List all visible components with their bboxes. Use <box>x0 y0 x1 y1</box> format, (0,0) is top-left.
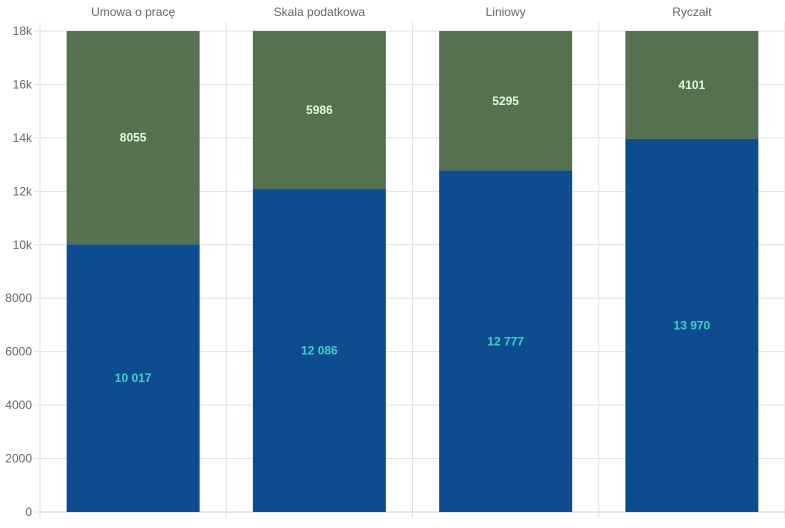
bar-segment <box>66 31 200 245</box>
bar-segment <box>66 244 200 513</box>
y-tick-label: 10k <box>13 238 33 252</box>
data-label: 5986 <box>306 103 333 117</box>
bar-segment <box>439 31 573 171</box>
y-tick-label: 0 <box>25 505 32 519</box>
data-label: 10 017 <box>115 371 152 385</box>
bar-segment <box>252 189 386 512</box>
category-label: Liniowy <box>486 5 526 19</box>
bar-segment <box>625 138 759 512</box>
y-tick-label: 18k <box>13 24 33 38</box>
data-label: 12 777 <box>487 334 524 348</box>
data-label: 12 086 <box>301 344 338 358</box>
y-tick-label: 8000 <box>5 291 32 305</box>
category-label: Umowa o pracę <box>91 5 175 19</box>
bar-segment <box>252 31 386 190</box>
data-label: 5295 <box>492 94 519 108</box>
y-tick-label: 16k <box>13 77 33 91</box>
y-tick-label: 2000 <box>5 452 32 466</box>
y-tick-label: 12k <box>13 184 33 198</box>
y-tick-label: 6000 <box>5 345 32 359</box>
bar-segment <box>439 170 573 512</box>
data-label: 4101 <box>679 78 706 92</box>
y-tick-label: 14k <box>13 131 33 145</box>
category-label: Skala podatkowa <box>274 5 366 19</box>
data-label: 8055 <box>120 131 147 145</box>
data-label: 13 970 <box>674 318 711 332</box>
category-label: Ryczałt <box>672 5 712 19</box>
y-tick-label: 4000 <box>5 398 32 412</box>
bar-segment <box>625 31 759 139</box>
